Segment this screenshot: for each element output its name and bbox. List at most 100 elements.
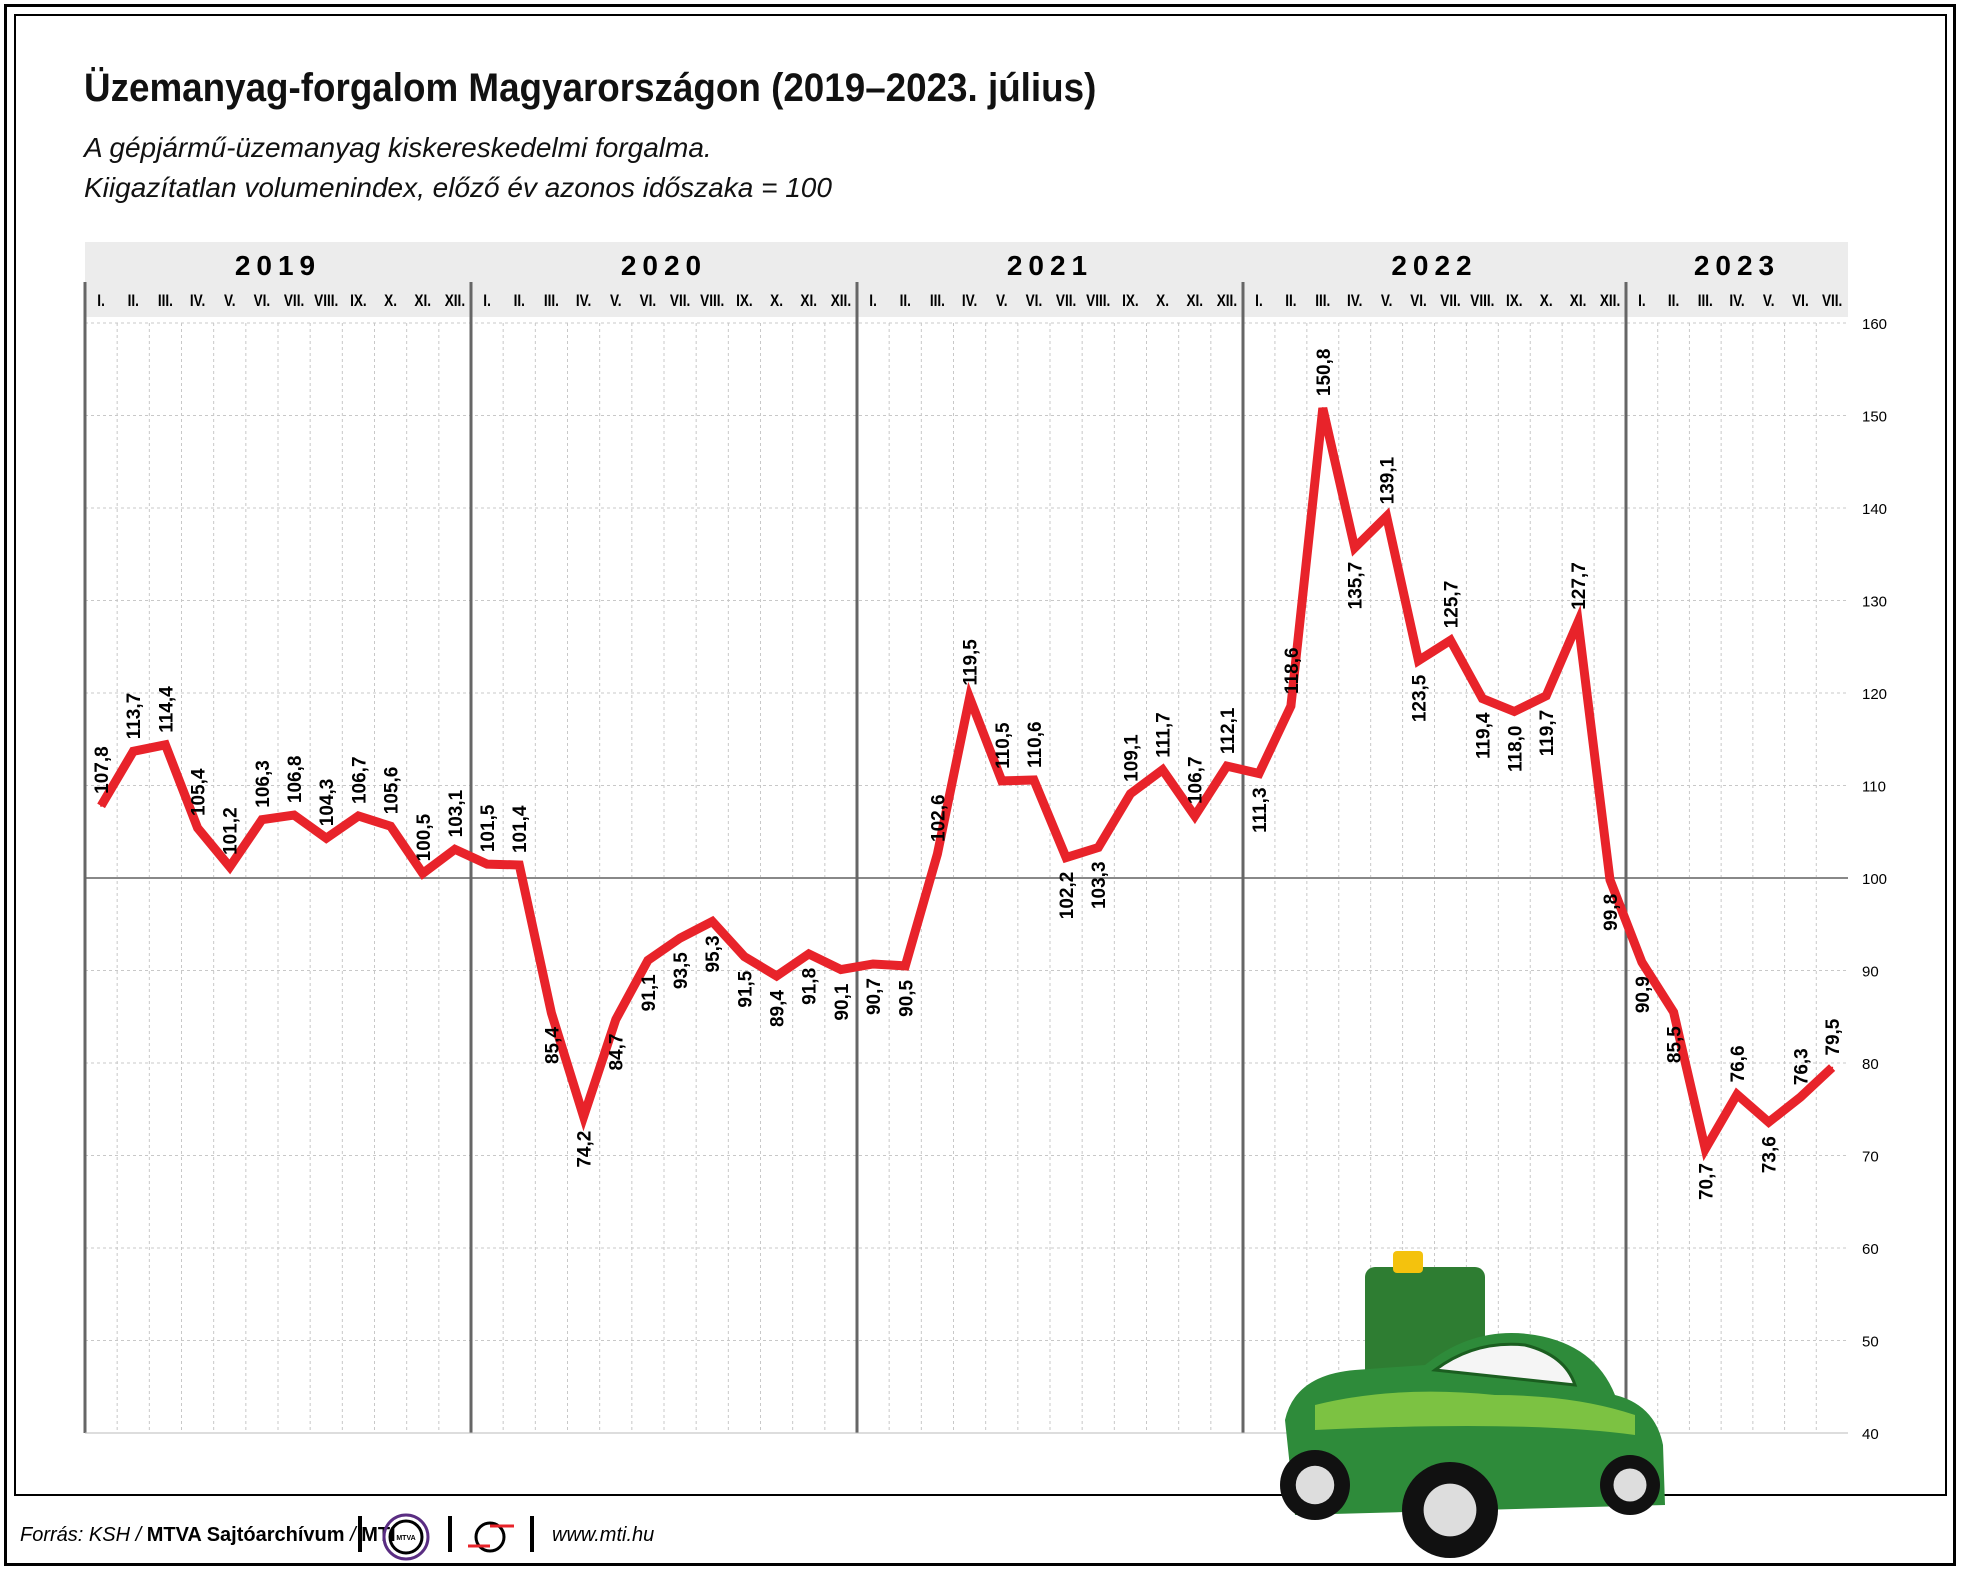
month-tick-label: VII. [1440,292,1460,311]
data-label: 100,5 [414,813,435,861]
data-point [807,952,810,955]
month-tick-label: IX. [736,292,753,311]
month-tick-label: IX. [1506,292,1523,311]
data-point [550,1012,553,1015]
data-point [1193,815,1196,818]
data-label: 90,7 [864,978,885,1015]
data-label: 93,5 [671,952,692,989]
y-tick-label: 160 [1862,316,1887,333]
data-label: 112,1 [1218,707,1239,754]
month-tick-label: V. [1381,292,1393,311]
data-label: 106,7 [1186,756,1207,804]
month-tick-label: VIII. [1086,292,1110,311]
source-mti: MTI [361,1524,396,1546]
month-tick-label: III. [544,292,559,311]
data-label: 90,1 [832,983,853,1020]
data-label: 85,4 [542,1027,563,1064]
data-point [936,852,939,855]
data-label: 103,1 [446,789,467,837]
month-tick-label: IV. [576,292,591,311]
month-tick-label: XII. [1217,292,1237,311]
data-label: 118,0 [1505,726,1526,773]
y-tick-label: 80 [1862,1056,1879,1073]
y-tick-label: 150 [1862,409,1887,426]
data-label: 101,2 [221,807,242,855]
data-label: 106,8 [285,756,306,804]
year-header-band [85,242,1848,317]
data-point [1385,515,1388,518]
data-label: 76,3 [1791,1048,1812,1085]
frame [4,4,1956,1566]
data-label: 101,4 [510,805,531,853]
car-rim [1613,1468,1647,1502]
data-label: 106,3 [253,760,274,808]
divider [448,1516,452,1552]
data-label: 84,7 [607,1034,628,1071]
data-point [196,827,199,830]
month-tick-label: XI. [1186,292,1203,311]
data-point [1032,778,1035,781]
data-point [1799,1096,1802,1099]
divider [530,1516,534,1552]
data-point [453,848,456,851]
y-tick-label: 50 [1862,1334,1879,1351]
website-link[interactable]: www.mti.hu [552,1524,655,1546]
month-tick-label: I. [1255,292,1263,311]
data-label: 119,7 [1537,710,1558,757]
y-tick-label: 110 [1862,779,1886,796]
data-point [1225,765,1228,768]
y-tick-label: 120 [1862,686,1887,703]
data-point [582,1115,585,1118]
data-point [839,968,842,971]
data-label: 104,3 [317,779,338,827]
month-tick-label: III. [1315,292,1330,311]
month-tick-label: I. [869,292,877,311]
y-tick-label: 130 [1862,594,1887,611]
month-tick-label: VIII. [314,292,338,311]
month-tick-label: IV. [1347,292,1362,311]
source-prefix: Forrás: KSH / [20,1524,147,1546]
data-label: 110,6 [1025,721,1046,768]
data-label: 73,6 [1760,1136,1781,1173]
month-tick-label: III. [158,292,173,311]
car-highlight [1315,1391,1635,1435]
y-tick-label: 60 [1862,1241,1879,1258]
month-tick-label: X. [1156,292,1169,311]
y-tick-label: 40 [1862,1426,1879,1443]
month-tick-label: VI. [640,292,657,311]
month-tick-label: II. [128,292,139,311]
data-label: 106,7 [349,756,370,804]
data-point [1704,1148,1707,1151]
data-point [614,1018,617,1021]
data-point [389,825,392,828]
month-tick-label: I. [97,292,105,311]
data-label: 118,6 [1282,647,1303,694]
month-tick-label: VII. [1822,292,1842,311]
data-point [1353,546,1356,549]
data-point [228,865,231,868]
month-tick-label: X. [384,292,397,311]
data-point [1481,697,1484,700]
mtva-logo-text: MTVA [396,1535,415,1542]
data-point [1097,846,1100,849]
data-label: 95,3 [703,935,724,972]
data-label: 90,5 [896,979,917,1016]
month-tick-label: VI. [254,292,271,311]
data-label: 70,7 [1696,1163,1717,1200]
month-tick-label: III. [1698,292,1713,311]
data-label: 89,4 [768,990,789,1027]
data-point [1577,620,1580,623]
month-tick-label: XII. [1600,292,1620,311]
month-tick-label: XI. [414,292,431,311]
data-label: 103,3 [1089,861,1110,909]
data-point [1736,1093,1738,1096]
y-tick-label: 70 [1862,1149,1879,1166]
data-point [1545,694,1548,697]
data-point [1161,768,1164,771]
chart-subtitle-1: A gépjármű-üzemanyag kiskereskedelmi for… [84,132,712,163]
data-label: 119,4 [1473,712,1494,759]
month-tick-label: IV. [190,292,205,311]
data-point [100,804,103,807]
data-point [1449,639,1452,642]
